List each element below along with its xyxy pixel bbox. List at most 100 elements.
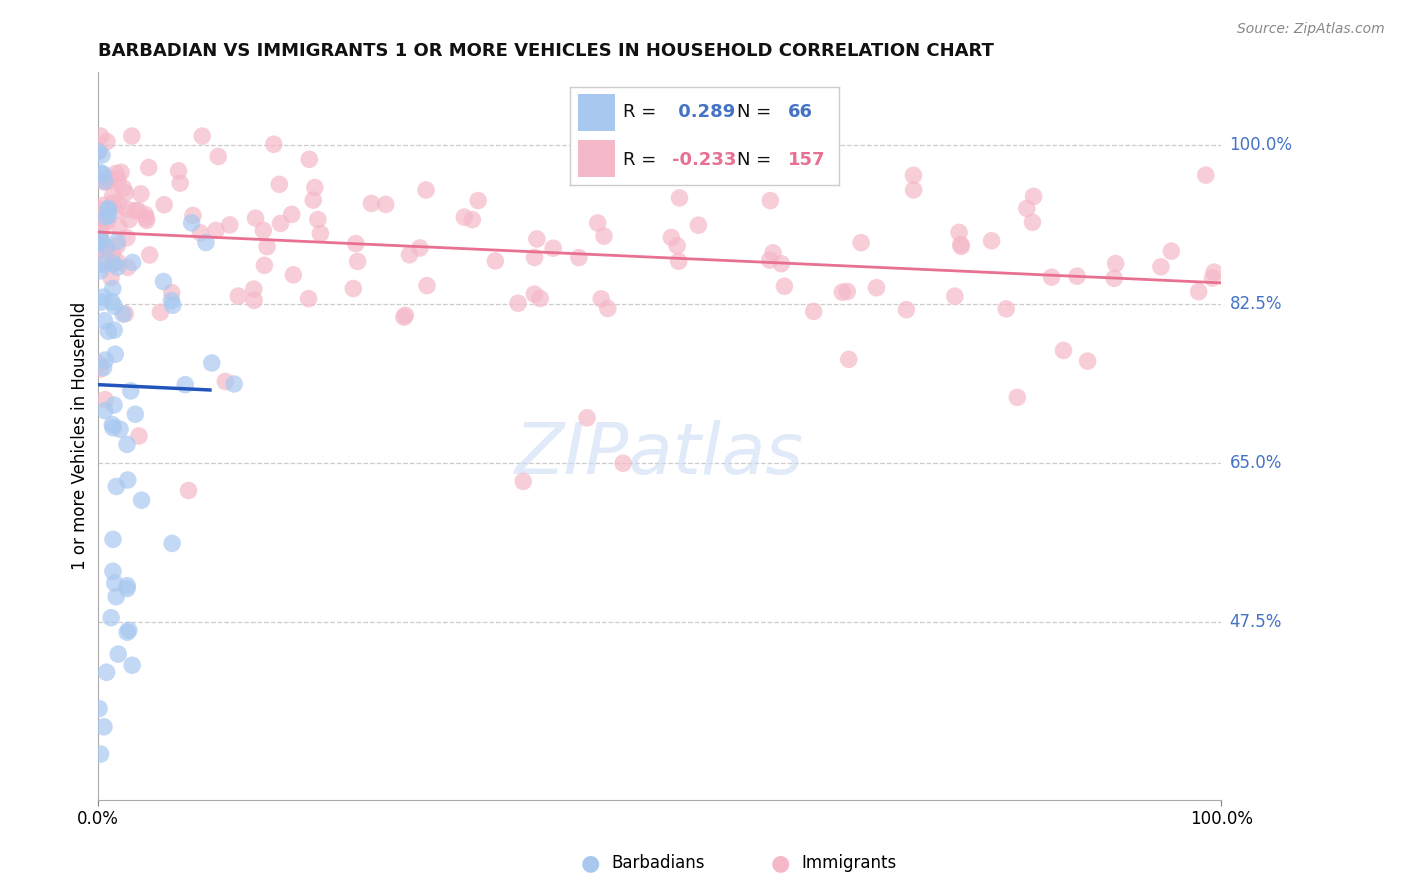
Immigrants — [89, 242, 111, 256]
Text: ●: ● — [581, 854, 600, 873]
Immigrants — [100, 270, 122, 285]
Immigrants — [523, 251, 546, 265]
Barbadians — [101, 533, 124, 547]
Immigrants — [506, 296, 529, 310]
Immigrants — [1021, 215, 1043, 229]
Barbadians — [120, 384, 142, 398]
Immigrants — [105, 166, 128, 180]
Immigrants — [94, 392, 117, 407]
Barbadians — [94, 353, 117, 368]
Immigrants — [96, 135, 118, 149]
Barbadians — [96, 242, 118, 256]
Barbadians — [93, 174, 115, 188]
Immigrants — [568, 251, 591, 265]
Immigrants — [135, 213, 157, 227]
Immigrants — [523, 287, 546, 301]
Barbadians — [91, 148, 114, 162]
Text: 82.5%: 82.5% — [1230, 295, 1282, 313]
Immigrants — [93, 175, 115, 189]
Immigrants — [949, 237, 972, 252]
Immigrants — [117, 202, 139, 217]
Immigrants — [181, 208, 204, 222]
Immigrants — [849, 235, 872, 250]
Barbadians — [101, 417, 124, 432]
Immigrants — [374, 197, 396, 211]
Barbadians — [152, 275, 174, 289]
Barbadians — [174, 377, 197, 392]
Barbadians — [160, 536, 183, 550]
Immigrants — [87, 225, 110, 239]
Immigrants — [1007, 390, 1029, 404]
Barbadians — [101, 420, 124, 434]
Barbadians — [89, 264, 111, 278]
Immigrants — [298, 153, 321, 167]
Immigrants — [108, 219, 131, 234]
Immigrants — [87, 215, 110, 229]
Immigrants — [91, 198, 114, 212]
Immigrants — [207, 149, 229, 163]
Immigrants — [269, 178, 291, 192]
Barbadians — [121, 658, 143, 673]
Immigrants — [668, 191, 690, 205]
Barbadians — [94, 403, 117, 417]
Immigrants — [127, 203, 149, 218]
Immigrants — [243, 293, 266, 308]
Immigrants — [398, 248, 420, 262]
Immigrants — [263, 137, 285, 152]
Immigrants — [117, 260, 139, 275]
Immigrants — [149, 305, 172, 319]
Immigrants — [526, 232, 548, 246]
Immigrants — [214, 375, 236, 389]
Barbadians — [115, 579, 138, 593]
Immigrants — [896, 302, 918, 317]
Barbadians — [103, 398, 125, 412]
Immigrants — [1077, 354, 1099, 368]
Immigrants — [90, 243, 112, 257]
Immigrants — [762, 245, 785, 260]
Immigrants — [831, 285, 853, 300]
Barbadians — [117, 473, 139, 487]
Barbadians — [131, 493, 153, 508]
Immigrants — [218, 218, 240, 232]
Text: Immigrants: Immigrants — [801, 855, 897, 872]
Barbadians — [87, 701, 110, 715]
Barbadians — [160, 293, 183, 308]
Barbadians — [115, 437, 138, 451]
Immigrants — [87, 171, 110, 186]
Immigrants — [409, 241, 432, 255]
Barbadians — [121, 255, 143, 269]
Barbadians — [115, 582, 138, 596]
Immigrants — [135, 211, 157, 225]
Barbadians — [180, 216, 202, 230]
Immigrants — [416, 278, 439, 293]
Immigrants — [134, 207, 156, 221]
Immigrants — [309, 227, 332, 241]
Immigrants — [97, 170, 120, 185]
Immigrants — [392, 310, 415, 325]
Text: ●: ● — [770, 854, 790, 873]
Immigrants — [90, 202, 112, 217]
Immigrants — [104, 203, 127, 218]
Barbadians — [105, 479, 128, 493]
Immigrants — [205, 223, 228, 237]
Immigrants — [90, 224, 112, 238]
Barbadians — [112, 307, 135, 321]
Immigrants — [903, 169, 925, 183]
Barbadians — [101, 564, 124, 578]
Immigrants — [138, 161, 160, 175]
Immigrants — [169, 176, 191, 190]
Immigrants — [191, 129, 214, 144]
Immigrants — [114, 186, 136, 200]
Immigrants — [107, 238, 129, 252]
Immigrants — [980, 234, 1002, 248]
Barbadians — [124, 407, 146, 421]
Immigrants — [101, 246, 124, 260]
Immigrants — [283, 268, 305, 282]
Immigrants — [541, 241, 564, 255]
Text: BARBADIAN VS IMMIGRANTS 1 OR MORE VEHICLES IN HOUSEHOLD CORRELATION CHART: BARBADIAN VS IMMIGRANTS 1 OR MORE VEHICL… — [97, 42, 994, 60]
Immigrants — [770, 257, 793, 271]
Immigrants — [346, 254, 368, 268]
Text: 100.0%: 100.0% — [1230, 136, 1292, 154]
Text: 47.5%: 47.5% — [1230, 614, 1282, 632]
Immigrants — [837, 285, 859, 299]
